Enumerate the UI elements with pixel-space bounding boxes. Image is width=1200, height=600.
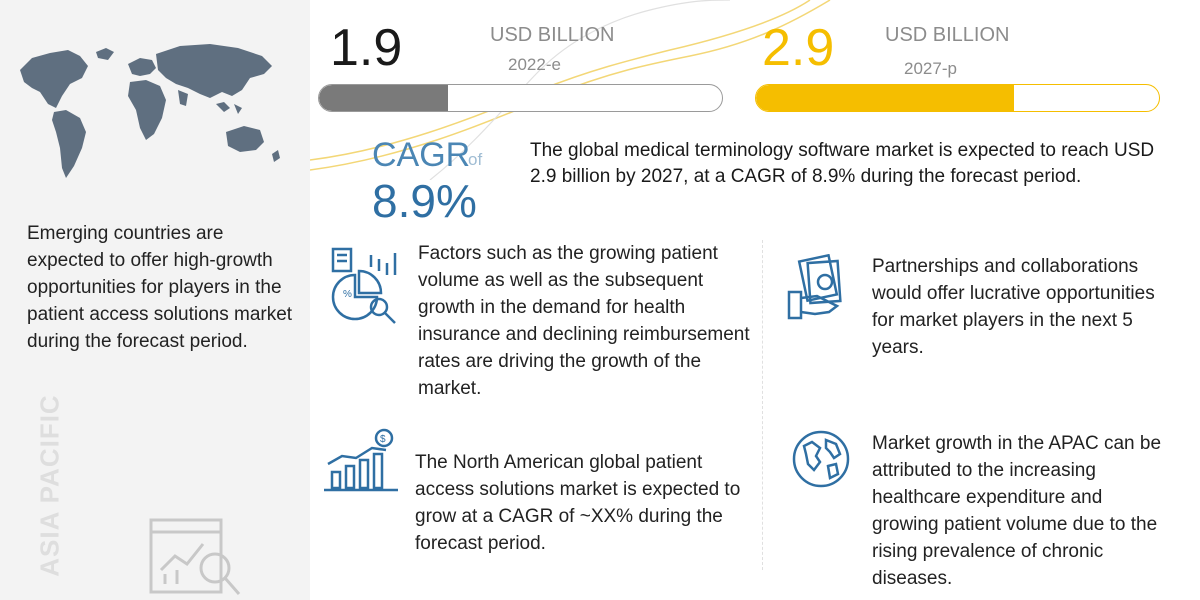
current-market-unit: USD BILLION — [490, 24, 615, 46]
left-panel-text: Emerging countries are expected to offer… — [27, 223, 293, 352]
point-apac: Market growth in the APAC can be attribu… — [872, 433, 1162, 589]
point-partnerships: Partnerships and collaborations would of… — [872, 256, 1155, 358]
growth-chart-icon: $ — [324, 428, 398, 492]
cagr-of: of — [468, 150, 483, 169]
projected-market-bar-fill — [756, 85, 1014, 111]
pie-chart-analysis-icon: % — [331, 247, 397, 324]
cagr-label: CAGR — [372, 136, 471, 174]
point-growth-factors: Factors such as the growing patient volu… — [418, 243, 750, 399]
cagr-value: 8.9% — [372, 175, 477, 227]
region-label: ASIA PACIFIC — [34, 394, 65, 577]
market-summary: The global medical terminology software … — [530, 140, 1155, 187]
left-panel: Emerging countries are expected to offer… — [0, 0, 310, 600]
decorative-curves — [310, 0, 831, 180]
svg-text:$: $ — [380, 434, 386, 445]
projected-market-bar — [755, 84, 1160, 112]
analysis-board-icon — [149, 518, 241, 595]
current-market-bar — [318, 84, 723, 112]
point-north-america: The North American global patient access… — [415, 452, 741, 554]
current-market-bar-fill — [319, 85, 448, 111]
world-map-icon — [20, 44, 280, 178]
current-market-year: 2022-e — [508, 55, 561, 74]
current-market-value: 1.9 — [330, 19, 403, 77]
svg-text:%: % — [343, 289, 352, 300]
column-divider — [762, 240, 764, 570]
projected-market-year: 2027-p — [904, 59, 957, 78]
projected-market-value: 2.9 — [762, 19, 835, 77]
money-handshake-icon — [787, 254, 842, 320]
globe-icon — [792, 430, 850, 488]
projected-market-unit: USD BILLION — [885, 24, 1010, 46]
